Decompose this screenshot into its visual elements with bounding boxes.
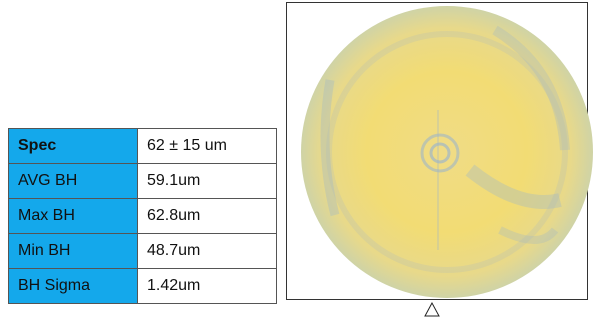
wafer-map — [0, 0, 594, 322]
wafer — [301, 6, 593, 298]
page: Spec62 ± 15 umAVG BH59.1umMax BH62.8umMi… — [0, 0, 594, 322]
notch-marker — [425, 303, 439, 316]
